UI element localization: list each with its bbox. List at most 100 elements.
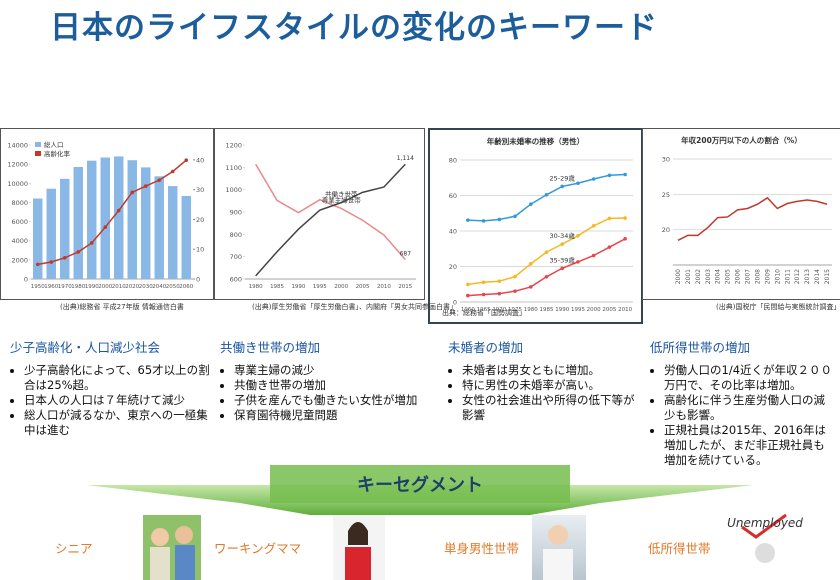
segment-label: シニア bbox=[55, 541, 93, 556]
line-series bbox=[255, 163, 406, 277]
point bbox=[560, 184, 565, 189]
x-tick-label: 2009 bbox=[764, 269, 771, 284]
y-tick-label: 8000 bbox=[11, 199, 28, 207]
point bbox=[623, 172, 627, 177]
point bbox=[157, 178, 162, 182]
bar bbox=[114, 156, 124, 279]
legend-entry: 25-29歳 bbox=[550, 173, 576, 182]
slide-title: 日本のライフスタイルの変化のキーワード bbox=[50, 10, 658, 46]
bar bbox=[46, 188, 56, 279]
bar bbox=[168, 186, 178, 279]
x-tick-label: 1970 bbox=[492, 307, 506, 313]
point bbox=[576, 181, 580, 186]
y2-tick-label: 0 bbox=[196, 276, 200, 284]
bar bbox=[33, 198, 43, 279]
point bbox=[513, 274, 517, 279]
data-label: 687 bbox=[400, 251, 412, 258]
point bbox=[528, 202, 533, 206]
y-tick-label: 20 bbox=[449, 263, 457, 271]
photo bbox=[532, 515, 586, 580]
photo-caption: Unemployed bbox=[727, 516, 803, 530]
point bbox=[62, 256, 67, 260]
point bbox=[49, 260, 54, 264]
y-tick-label: 60 bbox=[449, 192, 457, 200]
point bbox=[466, 293, 470, 298]
legend-entry: 35-39歳 bbox=[550, 255, 576, 264]
point bbox=[591, 253, 596, 258]
point bbox=[497, 291, 502, 296]
point bbox=[544, 192, 549, 197]
x-tick-label: 2011 bbox=[784, 269, 791, 284]
chart-frame: 0 2000 4000 6000 8000 10000 12000 14000 0 10 20 30 4… bbox=[0, 128, 214, 300]
bullet-list: 労働人口の1/4近くが年収２００万円で、その比率は増加。高齢化に伴う生産労働人口… bbox=[650, 363, 835, 468]
bullet-list: 専業主婦の減少共働き世帯の増加子供を産んでも働きたい女性が増加保育園待機児童問題 bbox=[220, 363, 430, 423]
y-tick-label: 1100 bbox=[225, 164, 242, 172]
y-tick-label: 900 bbox=[230, 209, 242, 217]
bullet: 専業主婦の減少 bbox=[234, 363, 430, 378]
bullet: 特に男性の未婚率が高い。 bbox=[462, 378, 638, 393]
point bbox=[513, 289, 517, 293]
point bbox=[481, 219, 486, 223]
chart-frame: 年齢別未婚率の推移（男性） 0 20 40 60 80 1960 1965 1970 1975 19… bbox=[428, 128, 643, 324]
x-tick-label: 2010 bbox=[774, 269, 781, 284]
photo bbox=[333, 515, 385, 580]
legend-swatch bbox=[35, 151, 41, 156]
point bbox=[544, 250, 549, 254]
y-tick-label: 4000 bbox=[11, 237, 28, 245]
point bbox=[116, 208, 121, 213]
x-tick-label: 1995 bbox=[571, 307, 585, 313]
point bbox=[103, 225, 108, 229]
x-tick-label: 2010 bbox=[618, 307, 632, 313]
legend-entry: 専業主婦世帯 bbox=[322, 195, 362, 204]
point bbox=[481, 280, 486, 285]
segment-label: ワーキングママ bbox=[214, 541, 302, 556]
x-tick-label: 2013 bbox=[804, 269, 811, 284]
legend-entry: 総人口 bbox=[44, 140, 64, 149]
bar bbox=[181, 195, 191, 279]
x-tick-label: 2012 bbox=[794, 269, 801, 284]
x-tick-label: 2004 bbox=[715, 269, 722, 284]
x-tick-label: 1995 bbox=[313, 284, 327, 290]
y-tick-label: 25 bbox=[662, 191, 670, 199]
x-tick-label: 1990 bbox=[555, 307, 569, 313]
point bbox=[623, 216, 627, 220]
chart-title: 年齢別未婚率の推移（男性） bbox=[487, 136, 585, 146]
point bbox=[560, 242, 565, 246]
legend-entry: 高齢化率 bbox=[44, 149, 71, 158]
x-tick-label: 1950 bbox=[31, 284, 45, 290]
point bbox=[466, 282, 470, 287]
y2-tick-label: 30 bbox=[196, 186, 204, 194]
bar bbox=[127, 160, 137, 279]
x-tick-label: 1965 bbox=[477, 307, 491, 313]
x-tick-label: 2005 bbox=[602, 307, 616, 313]
y-tick-label: 700 bbox=[230, 253, 242, 261]
bullet: 総人口が減るなか、東京への一極集中は進む bbox=[24, 408, 210, 438]
point bbox=[184, 158, 189, 162]
line-series bbox=[467, 238, 626, 297]
x-tick-label: 2000 bbox=[98, 284, 112, 290]
point bbox=[76, 250, 81, 254]
bar bbox=[73, 166, 83, 279]
segment-label: 単身男性世帯 bbox=[444, 541, 520, 556]
column-heading: 共働き世帯の増加 bbox=[220, 340, 321, 355]
chart-frame: 年収200万円以下の人の割合（%） 20 25 30 2000 2001 2002 2003 2… bbox=[642, 128, 840, 300]
point bbox=[623, 237, 627, 241]
bar bbox=[87, 160, 97, 279]
y2-tick-label: 20 bbox=[196, 216, 204, 224]
data-label: 1,114 bbox=[397, 155, 414, 162]
x-tick-label: 1980 bbox=[524, 307, 538, 313]
line-series bbox=[37, 159, 187, 266]
x-tick-label: 1985 bbox=[270, 284, 284, 290]
line-series bbox=[467, 173, 626, 222]
x-tick-label: 1960 bbox=[44, 284, 58, 290]
segment-banner bbox=[270, 465, 570, 503]
bullet: 共働き世帯の増加 bbox=[234, 378, 430, 393]
x-tick-label: 2015 bbox=[824, 269, 831, 284]
point bbox=[607, 245, 612, 249]
legend-entry: 30-34歳 bbox=[550, 231, 576, 240]
x-tick-label: 1980 bbox=[71, 284, 85, 290]
y-tick-label: 800 bbox=[230, 231, 242, 239]
y-tick-label: 14000 bbox=[7, 142, 28, 150]
x-tick-label: 2040 bbox=[152, 284, 166, 290]
point bbox=[466, 218, 470, 222]
